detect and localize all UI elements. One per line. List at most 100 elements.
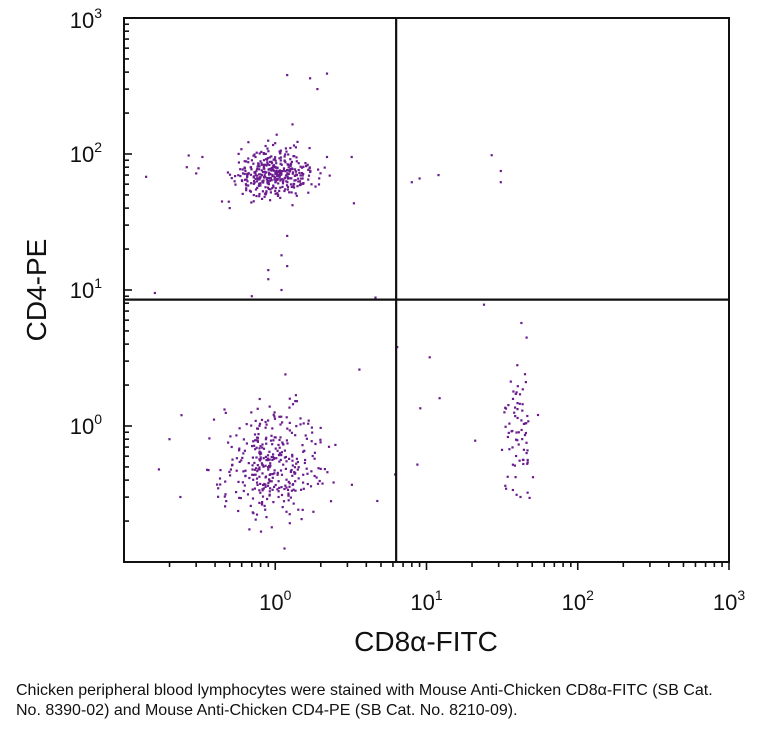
data-point	[266, 454, 270, 457]
data-point	[224, 493, 227, 496]
data-point	[249, 190, 252, 193]
data-point	[310, 183, 313, 186]
data-point	[246, 493, 250, 496]
data-point	[297, 477, 300, 480]
data-point	[264, 193, 267, 196]
data-point	[294, 146, 297, 149]
data-point	[272, 413, 275, 416]
data-point	[230, 445, 233, 449]
data-point	[522, 462, 525, 466]
data-point	[235, 469, 238, 472]
data-point	[270, 480, 273, 483]
data-point	[266, 457, 269, 460]
data-point	[258, 424, 261, 427]
data-point	[278, 189, 281, 192]
data-point	[268, 466, 271, 469]
data-point	[418, 177, 421, 180]
data-point	[288, 457, 291, 460]
data-point	[280, 163, 283, 166]
data-point	[279, 186, 282, 189]
data-point	[513, 411, 516, 414]
data-point	[416, 463, 419, 466]
data-point	[275, 171, 278, 174]
data-point	[245, 187, 248, 190]
data-point	[237, 152, 240, 155]
data-point	[259, 458, 262, 461]
data-point	[286, 163, 289, 166]
data-point	[261, 171, 265, 174]
data-point	[259, 482, 262, 485]
data-point	[301, 166, 304, 169]
data-point	[264, 158, 267, 161]
data-point	[525, 422, 528, 425]
data-point	[267, 419, 270, 422]
data-point	[280, 454, 283, 457]
data-point	[256, 167, 259, 170]
data-point	[516, 408, 519, 411]
data-point	[295, 173, 298, 176]
data-point	[259, 184, 262, 187]
data-point	[291, 474, 294, 477]
data-point	[294, 170, 298, 173]
data-point	[278, 452, 281, 455]
data-point	[252, 154, 255, 157]
data-point	[251, 456, 254, 459]
data-point	[302, 165, 305, 168]
data-point	[267, 468, 270, 471]
data-point	[251, 473, 254, 476]
data-point	[242, 470, 245, 473]
data-point	[504, 484, 507, 487]
data-point	[185, 166, 188, 169]
data-point	[245, 160, 248, 163]
data-point	[256, 165, 259, 168]
data-point	[260, 502, 264, 505]
data-point	[419, 407, 422, 410]
data-point	[258, 192, 261, 196]
data-point	[318, 479, 321, 483]
data-point	[278, 446, 281, 449]
data-point	[261, 501, 264, 504]
data-point	[258, 176, 261, 179]
data-point	[264, 163, 267, 166]
data-point	[266, 186, 270, 189]
data-point	[251, 497, 255, 500]
data-point	[268, 490, 271, 493]
data-point	[274, 187, 277, 190]
data-point	[241, 172, 245, 175]
data-point	[245, 178, 248, 181]
data-point	[286, 442, 289, 445]
data-point	[288, 513, 291, 516]
data-point	[290, 160, 293, 163]
data-point	[287, 499, 290, 502]
data-point	[274, 176, 277, 179]
data-point	[298, 171, 301, 174]
data-point	[227, 441, 230, 444]
data-point	[274, 189, 277, 193]
axes	[123, 17, 730, 570]
data-point	[309, 485, 313, 488]
data-point	[272, 158, 275, 161]
data-point	[252, 182, 255, 185]
data-point	[251, 445, 254, 448]
data-point	[258, 397, 261, 401]
data-point	[276, 473, 279, 476]
data-point	[289, 496, 292, 499]
data-point	[288, 191, 291, 194]
data-point	[238, 427, 241, 430]
data-point	[524, 381, 527, 384]
data-point	[245, 423, 248, 426]
data-point	[255, 180, 259, 183]
data-point	[270, 526, 273, 529]
data-point	[287, 172, 290, 175]
data-point	[523, 373, 527, 376]
data-point	[271, 173, 274, 176]
data-point	[317, 168, 320, 171]
data-point	[350, 155, 353, 159]
data-point	[328, 174, 331, 177]
data-point	[252, 162, 255, 165]
data-point	[316, 88, 319, 91]
data-point	[267, 481, 270, 485]
data-point	[307, 174, 311, 177]
data-point	[526, 449, 529, 452]
data-point	[234, 183, 237, 186]
